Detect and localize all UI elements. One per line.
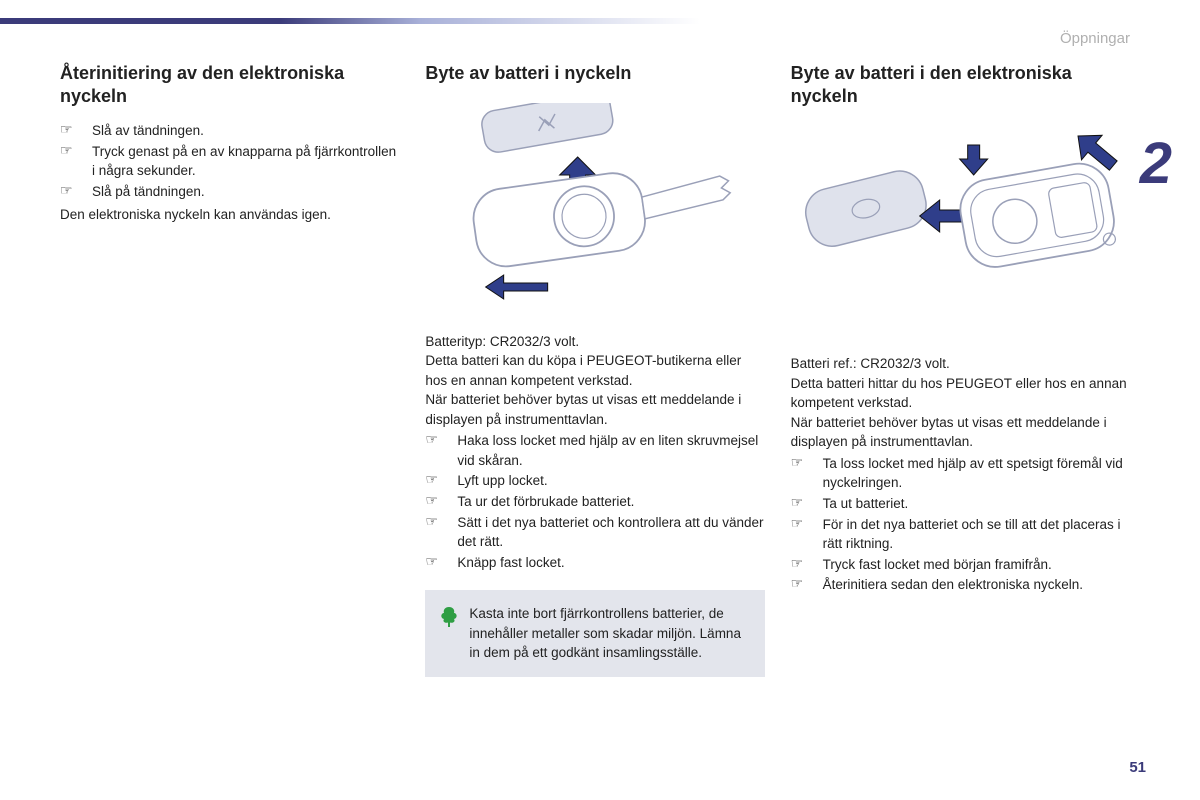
pointer-icon: ☞ <box>791 494 823 511</box>
col3-title: Byte av batteri i den elektroniska nycke… <box>791 62 1130 107</box>
col1-title: Återinitiering av den elektroniska nycke… <box>60 62 399 107</box>
step-text: Ta ut batteriet. <box>823 494 1130 514</box>
pointer-icon: ☞ <box>60 121 92 138</box>
col2-intro-3: När batteriet behöver bytas ut visas ett… <box>425 390 764 429</box>
col2-steps: ☞Haka loss locket med hjälp av en liten … <box>425 431 764 572</box>
column-electronic-key-battery: Byte av batteri i den elektroniska nycke… <box>791 62 1130 677</box>
col3-steps: ☞Ta loss locket med hjälp av ett spetsig… <box>791 454 1130 595</box>
list-item: ☞Knäpp fast locket. <box>425 553 764 573</box>
page-number: 51 <box>1129 759 1146 776</box>
col3-intro-3: När batteriet behöver bytas ut visas ett… <box>791 413 1130 452</box>
col2-intro-2: Detta batteri kan du köpa i PEUGEOT-buti… <box>425 351 764 390</box>
pointer-icon: ☞ <box>425 492 457 509</box>
step-text: Återinitiera sedan den elektroniska nyck… <box>823 575 1130 595</box>
step-text: Sätt i det nya batteriet och kontrollera… <box>457 513 764 552</box>
pointer-icon: ☞ <box>425 471 457 488</box>
column-key-battery: Byte av batteri i nyckeln <box>425 62 764 677</box>
pointer-icon: ☞ <box>791 515 823 532</box>
column-reinitialisation: Återinitiering av den elektroniska nycke… <box>60 62 399 677</box>
list-item: ☞För in det nya batteriet och se till at… <box>791 515 1130 554</box>
pointer-icon: ☞ <box>425 553 457 570</box>
chapter-number: 2 <box>1140 130 1172 197</box>
list-item: ☞ Slå på tändningen. <box>60 182 399 202</box>
list-item: ☞ Tryck genast på en av knapparna på fjä… <box>60 142 399 181</box>
pointer-icon: ☞ <box>791 575 823 592</box>
list-item: ☞Ta loss locket med hjälp av ett spetsig… <box>791 454 1130 493</box>
electronic-key-illustration <box>791 125 1130 335</box>
step-text: Knäpp fast locket. <box>457 553 764 573</box>
col1-steps: ☞ Slå av tändningen. ☞ Tryck genast på e… <box>60 121 399 201</box>
pointer-icon: ☞ <box>60 182 92 199</box>
list-item: ☞ Slå av tändningen. <box>60 121 399 141</box>
pointer-icon: ☞ <box>60 142 92 159</box>
step-text: Slå på tändningen. <box>92 182 399 202</box>
step-text: Haka loss locket med hjälp av en liten s… <box>457 431 764 470</box>
step-text: För in det nya batteriet och se till att… <box>823 515 1130 554</box>
page-content: Återinitiering av den elektroniska nycke… <box>60 62 1130 677</box>
section-label: Öppningar <box>1060 30 1130 47</box>
list-item: ☞Haka loss locket med hjälp av en liten … <box>425 431 764 470</box>
pointer-icon: ☞ <box>791 454 823 471</box>
step-text: Ta loss locket med hjälp av ett spetsigt… <box>823 454 1130 493</box>
key-battery-illustration <box>425 103 764 313</box>
tree-icon <box>439 606 459 628</box>
step-text: Tryck fast locket med början framifrån. <box>823 555 1130 575</box>
list-item: ☞Ta ur det förbrukade batteriet. <box>425 492 764 512</box>
list-item: ☞Ta ut batteriet. <box>791 494 1130 514</box>
step-text: Ta ur det förbrukade batteriet. <box>457 492 764 512</box>
pointer-icon: ☞ <box>425 431 457 448</box>
step-text: Tryck genast på en av knapparna på fjärr… <box>92 142 399 181</box>
pointer-icon: ☞ <box>425 513 457 530</box>
col1-tail: Den elektroniska nyckeln kan användas ig… <box>60 205 399 225</box>
header-accent-bar <box>0 18 700 24</box>
list-item: ☞Sätt i det nya batteriet och kontroller… <box>425 513 764 552</box>
step-text: Lyft upp locket. <box>457 471 764 491</box>
environment-note: Kasta inte bort fjärrkontrollens batteri… <box>425 590 764 677</box>
col2-title: Byte av batteri i nyckeln <box>425 62 764 85</box>
list-item: ☞Lyft upp locket. <box>425 471 764 491</box>
col3-intro-1: Batteri ref.: CR2032/3 volt. <box>791 354 1130 374</box>
col3-intro-2: Detta batteri hittar du hos PEUGEOT elle… <box>791 374 1130 413</box>
list-item: ☞Tryck fast locket med början framifrån. <box>791 555 1130 575</box>
list-item: ☞Återinitiera sedan den elektroniska nyc… <box>791 575 1130 595</box>
step-text: Slå av tändningen. <box>92 121 399 141</box>
note-text: Kasta inte bort fjärrkontrollens batteri… <box>469 604 750 663</box>
pointer-icon: ☞ <box>791 555 823 572</box>
col2-intro-1: Batterityp: CR2032/3 volt. <box>425 332 764 352</box>
